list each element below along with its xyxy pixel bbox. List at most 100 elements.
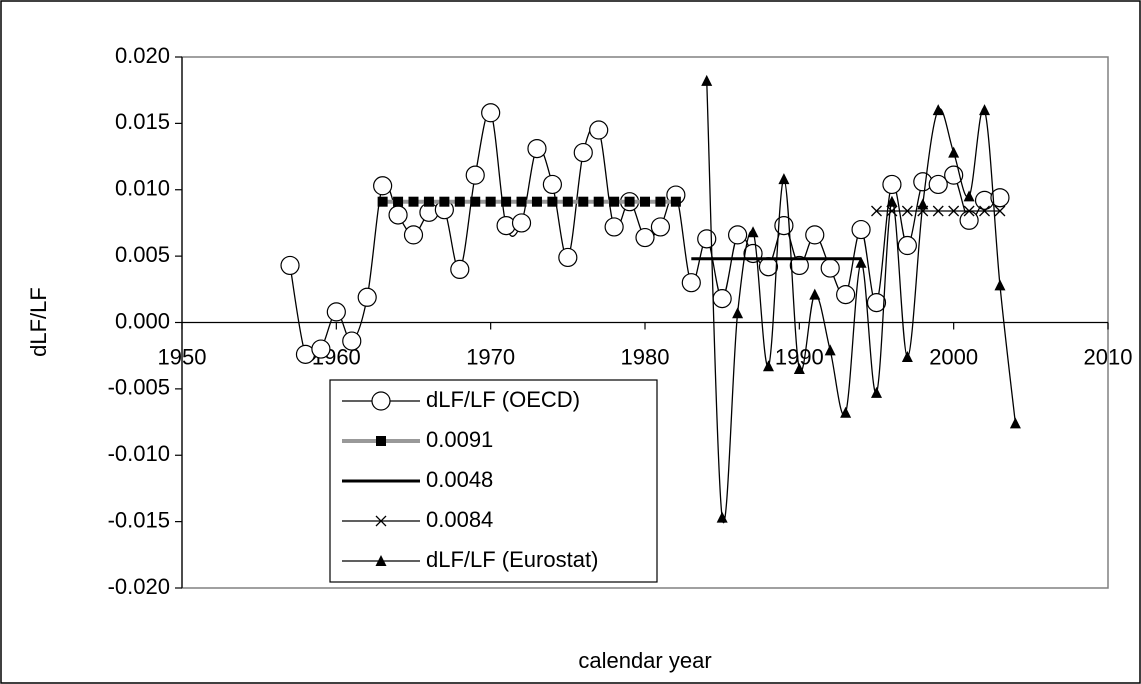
marker [727,225,748,245]
y-tick-label: 0.015 [115,109,170,134]
marker [979,205,990,217]
marker [408,196,419,207]
marker [681,273,701,293]
marker [836,285,856,305]
marker [1009,417,1021,429]
x-tick-label: 1980 [621,344,670,369]
marker [697,229,717,249]
marker [423,196,434,207]
x-tick-label: 1950 [158,344,207,369]
marker [501,196,512,207]
marker [593,196,604,207]
marker [465,165,485,185]
marker [820,258,840,278]
y-axis-label: dLF/LF [26,287,51,357]
x-tick-label: 1970 [466,344,515,369]
marker [670,196,681,207]
marker [793,362,805,374]
marker [604,217,624,237]
marker [948,205,960,217]
marker [855,256,867,268]
marker [886,195,898,207]
marker [609,196,620,207]
marker [979,104,991,116]
x-axis-label: calendar year [578,648,711,673]
marker [762,360,774,372]
marker [716,511,728,523]
marker [871,205,882,217]
marker [589,120,609,140]
marker [789,255,809,276]
marker [774,215,794,236]
marker [388,205,408,225]
marker [650,217,671,237]
marker [280,255,300,276]
marker [393,196,404,207]
marker [527,138,547,159]
marker [948,146,960,158]
marker [558,247,578,268]
marker [624,196,635,207]
legend-label: 0.0084 [426,507,493,532]
x-tick-label: 2000 [929,344,978,369]
y-tick-label: -0.015 [108,507,170,532]
marker [758,257,779,277]
marker [655,196,666,207]
marker [531,196,542,207]
y-tick-label: -0.005 [108,375,170,400]
legend-marker [375,515,387,527]
marker [990,188,1010,208]
marker [511,213,532,233]
marker [357,287,377,307]
legend-marker [375,555,387,566]
marker [439,196,450,207]
legend-marker [376,436,386,446]
marker [778,173,790,185]
marker [326,302,346,322]
marker [994,205,1006,217]
marker [516,196,527,207]
legend-label: 0.0048 [426,467,493,492]
marker [470,196,481,207]
marker [901,205,913,217]
marker [851,219,871,240]
marker [542,174,563,195]
marker [450,259,470,279]
marker [809,288,821,300]
marker [403,225,424,245]
marker [454,196,465,207]
y-tick-label: 0.010 [115,176,170,201]
y-tick-label: 0.000 [115,308,170,333]
marker [712,289,732,309]
legend-label: dLF/LF (OECD) [426,387,580,412]
y-tick-label: 0.020 [115,43,170,68]
marker [917,198,929,210]
marker [994,279,1006,291]
marker [578,196,589,207]
marker [485,196,496,207]
marker [732,307,744,319]
y-tick-label: 0.005 [115,242,170,267]
marker [377,196,388,207]
x-tick-label: 2010 [1084,344,1133,369]
marker [342,331,362,351]
y-tick-label: -0.010 [108,441,170,466]
legend-marker [371,391,391,411]
marker [932,205,944,217]
marker [562,196,573,207]
marker [747,226,759,238]
marker [547,196,558,207]
marker [805,225,825,245]
marker [963,205,975,217]
legend: dLF/LF (OECD) 0.0091 0.0048 0.0084 dLF/LF (E… [329,379,658,583]
marker [701,74,713,86]
series-line [706,80,1017,523]
marker [573,142,593,163]
marker [640,196,650,207]
marker [311,339,331,359]
marker [481,103,501,123]
legend-label: dLF/LF (Eurostat) [426,547,598,572]
marker [373,176,393,196]
marker [840,406,852,418]
marker [824,344,836,356]
